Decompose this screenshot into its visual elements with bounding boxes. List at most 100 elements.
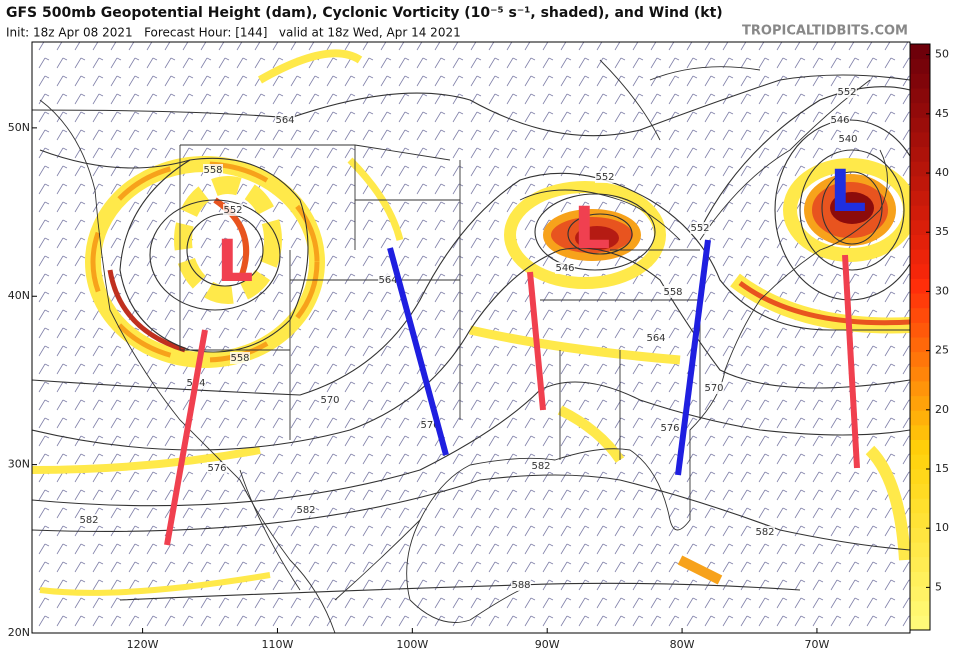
contour-label-bg — [79, 514, 99, 526]
colorbar-label: 20 — [935, 403, 949, 416]
colorbar-label: 5 — [935, 580, 942, 593]
colorbar-band — [910, 380, 930, 397]
contour-label-bg — [830, 114, 850, 126]
contour-label-bg — [223, 204, 243, 216]
colorbar-band — [910, 87, 930, 104]
colorbar-band — [910, 307, 930, 323]
colorbar-band — [910, 615, 930, 631]
colorbar-label: 35 — [935, 225, 949, 238]
contour-label-bg — [555, 262, 575, 274]
contour-label-bg — [646, 332, 666, 344]
colorbar-band — [910, 351, 930, 367]
colorbar-band — [910, 263, 930, 279]
colorbar-band — [910, 205, 930, 221]
contour-label-bg — [296, 504, 316, 516]
colorbar-label: 25 — [935, 344, 949, 357]
contour-label: 576 — [420, 420, 439, 431]
lat-label: 40N — [8, 289, 30, 302]
contour-label: 552 — [690, 223, 709, 234]
colorbar-band — [910, 322, 930, 338]
colorbar-band — [910, 395, 930, 411]
colorbar-band — [910, 131, 930, 148]
map-area: 564 558 552 558 564 570 576 582 582 576 564 552 546 5… — [32, 42, 910, 633]
colorbar-band — [910, 410, 930, 426]
contour-label: 576 — [660, 423, 679, 434]
contour-label: 576 — [207, 463, 226, 474]
contour-label-bg — [663, 286, 683, 298]
contour-label: 540 — [838, 134, 857, 145]
contour-label: 552 — [595, 172, 614, 183]
lon-label: 90W — [535, 638, 560, 651]
coastlines — [39, 59, 888, 633]
colorbar-band — [910, 527, 930, 543]
colorbar-band — [910, 73, 930, 89]
trough-lines — [164, 239, 860, 546]
colorbar-band — [910, 483, 930, 499]
lon-label: 80W — [670, 638, 695, 651]
contour-label: 552 — [837, 87, 856, 98]
contour-label-bg — [203, 164, 223, 176]
contour-label-bg — [320, 394, 340, 406]
contour-label-bg — [531, 460, 551, 472]
colorbar-band — [910, 586, 930, 602]
title: GFS 500mb Geopotential Height (dam), Cyc… — [6, 5, 723, 21]
contour-label: 552 — [223, 205, 242, 216]
colorbar-label: 30 — [935, 284, 949, 297]
colorbar-label: 45 — [935, 107, 949, 120]
contour-label-bg — [660, 422, 680, 434]
contour-label: 546 — [555, 263, 574, 274]
low-marker: L — [217, 227, 254, 295]
lon-label: 120W — [127, 638, 159, 651]
contour-label-bg — [511, 579, 531, 591]
contour-label-bg — [378, 274, 398, 286]
contour-label: 588 — [511, 580, 530, 591]
contour-label: 582 — [755, 527, 774, 538]
contour-label: 558 — [663, 287, 682, 298]
subtitle: Init: 18z Apr 08 2021 Forecast Hour: [14… — [6, 26, 461, 40]
lat-label: 50N — [8, 121, 30, 134]
colorbar-band — [910, 454, 930, 470]
contour-label: 558 — [230, 353, 249, 364]
contour-label: 570 — [320, 395, 339, 406]
lat-label: 20N — [8, 626, 30, 639]
colorbar-band — [910, 102, 930, 118]
colorbar-band — [910, 190, 930, 206]
colorbar-band — [910, 366, 930, 382]
contour-label-bg — [755, 526, 775, 538]
colorbar-frame — [909, 43, 931, 631]
source: TROPICALTIDBITS.COM — [742, 24, 908, 39]
contour-label-bg — [595, 171, 615, 183]
colorbar-band — [910, 58, 930, 74]
colorbar-band — [910, 468, 930, 484]
contour-label: 558 — [203, 165, 222, 176]
colorbar-band — [910, 542, 930, 558]
lon-label: 110W — [262, 638, 294, 651]
contour-label-bg — [207, 462, 227, 474]
contour-label-bg — [837, 86, 857, 98]
vorticity-shading — [32, 49, 910, 596]
contour-label: 582 — [296, 505, 315, 516]
colorbar-label: 10 — [935, 521, 949, 534]
height-contours — [32, 74, 910, 601]
colorbar-band — [910, 234, 930, 250]
contour-label-bg — [690, 222, 710, 234]
colorbar-band — [910, 44, 930, 60]
colorbar-label: 50 — [935, 48, 949, 61]
colorbar-band — [910, 337, 930, 353]
colorbar-label: 40 — [935, 166, 949, 179]
colorbar-band — [910, 439, 930, 455]
colorbar-band — [910, 571, 930, 587]
colorbar-band — [910, 424, 930, 441]
contour-label-bg — [230, 352, 250, 364]
colorbar-band — [910, 278, 930, 294]
colorbar-band — [910, 249, 930, 265]
contour-label: 570 — [704, 383, 723, 394]
colorbar-band — [910, 512, 930, 528]
colorbar-band — [910, 498, 930, 514]
contour-label-bg — [838, 133, 858, 145]
colorbar-band — [910, 117, 930, 133]
colorbar-label: 15 — [935, 462, 949, 475]
colorbar-band — [910, 556, 930, 572]
contour-label: 582 — [79, 515, 98, 526]
